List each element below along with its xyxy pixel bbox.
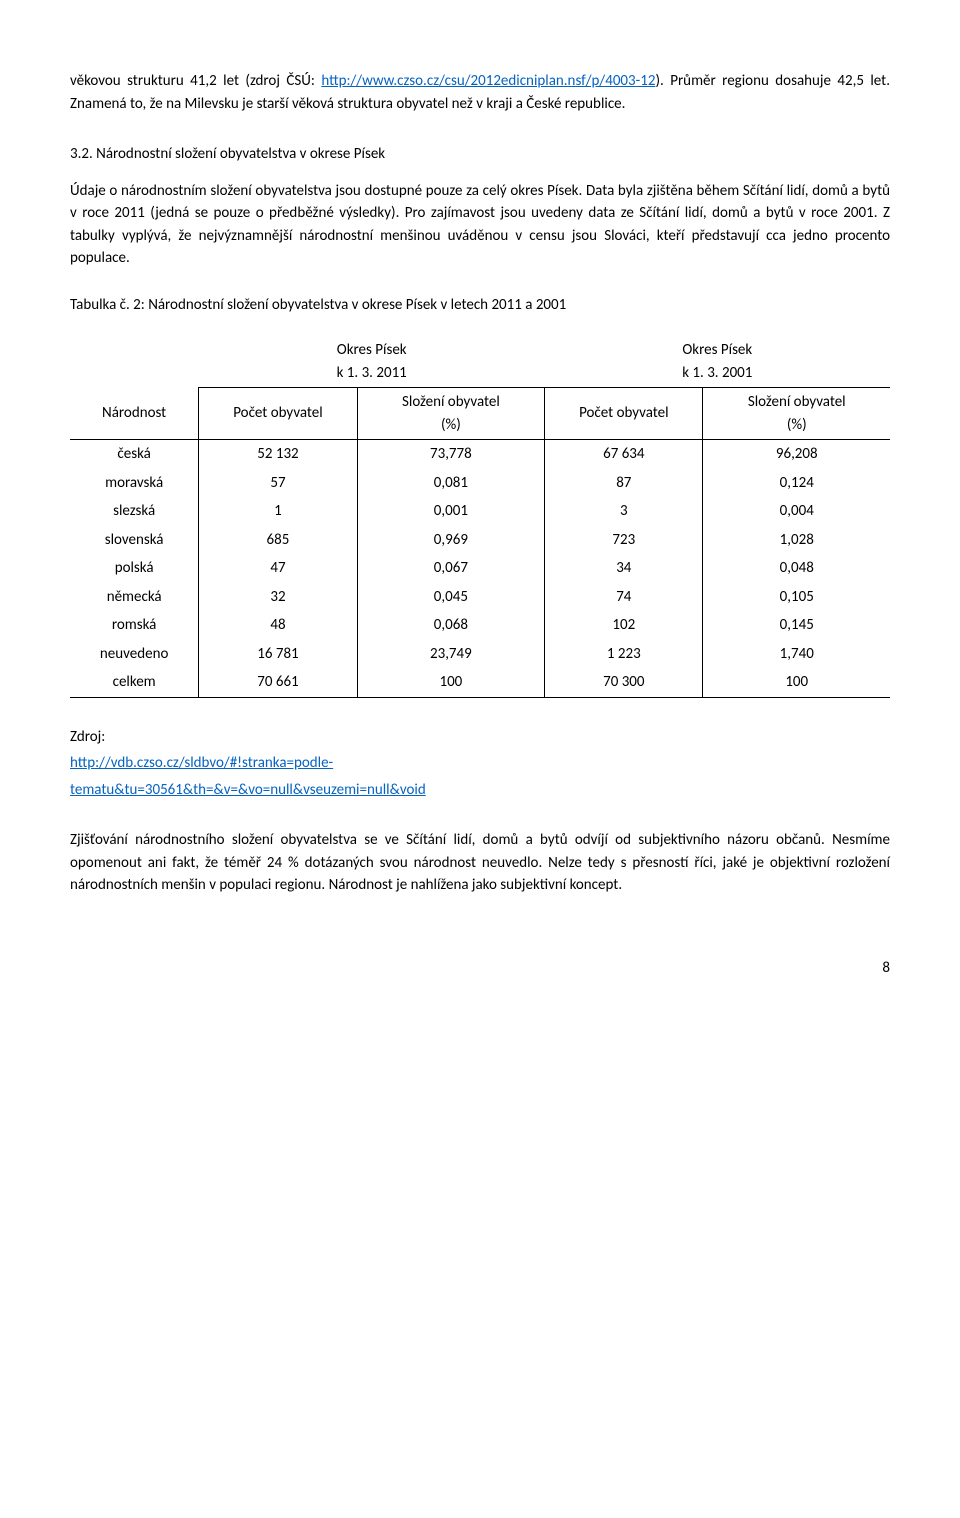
table-cell: 0,124	[703, 469, 890, 498]
source-link-line1: http://vdb.czso.cz/sldbvo/#!stranka=podl…	[70, 752, 890, 775]
nationality-table: Okres Písek k 1. 3. 2011 Okres Písek k 1…	[70, 336, 890, 698]
table-cell: 0,969	[357, 526, 544, 555]
intro-paragraph: věkovou strukturu 41,2 let (zdroj ČSÚ: h…	[70, 70, 890, 115]
table-group-header: Okres Písek k 1. 3. 2011	[199, 336, 545, 388]
table-cell: 16 781	[199, 640, 357, 669]
table-cell: 0,004	[703, 497, 890, 526]
table-cell: 1	[199, 497, 357, 526]
page-number: 8	[70, 957, 890, 980]
table-cell: celkem	[70, 668, 199, 697]
pct-header-line2: (%)	[787, 416, 807, 434]
table-cell: 70 300	[545, 668, 703, 697]
table-cell: romská	[70, 611, 199, 640]
table-cell: 100	[703, 668, 890, 697]
table-cell: 0,048	[703, 554, 890, 583]
table-cell: slezská	[70, 497, 199, 526]
group-header-line1: Okres Písek	[337, 341, 407, 359]
intro-source-link[interactable]: http://www.czso.cz/csu/2012edicniplan.ns…	[321, 72, 655, 90]
section-paragraph: Údaje o národnostním složení obyvatelstv…	[70, 180, 890, 270]
table-cell: 0,068	[357, 611, 544, 640]
source-link-b[interactable]: tematu&tu=30561&th=&v=&vo=null&vseuzemi=…	[70, 781, 426, 799]
table-cell: 74	[545, 583, 703, 612]
source-link-line2: tematu&tu=30561&th=&v=&vo=null&vseuzemi=…	[70, 779, 890, 802]
table-row: neuvedeno16 78123,7491 2231,740	[70, 640, 890, 669]
table-group-header: Okres Písek k 1. 3. 2001	[545, 336, 890, 388]
table-cell: 70 661	[199, 668, 357, 697]
table-cell: 1,740	[703, 640, 890, 669]
table-cell: 73,778	[357, 440, 544, 469]
table-cell: 3	[545, 497, 703, 526]
table-cell: 57	[199, 469, 357, 498]
table-cell: 23,749	[357, 640, 544, 669]
table-cell: slovenská	[70, 526, 199, 555]
table-cell: 47	[199, 554, 357, 583]
table-row: německá320,045740,105	[70, 583, 890, 612]
table-cell: 96,208	[703, 440, 890, 469]
table-col-header-count: Počet obyvatel	[545, 388, 703, 440]
table-cell: 34	[545, 554, 703, 583]
table-cell: 52 132	[199, 440, 357, 469]
table-row: moravská570,081870,124	[70, 469, 890, 498]
table-cell: 67 634	[545, 440, 703, 469]
table-col-header-nationality: Národnost	[70, 388, 199, 440]
table-cell: 685	[199, 526, 357, 555]
table-cell: 32	[199, 583, 357, 612]
closing-paragraph: Zjišťování národnostního složení obyvate…	[70, 829, 890, 897]
table-cell: 48	[199, 611, 357, 640]
pct-header-line1: Složení obyvatel	[748, 393, 846, 411]
table-cell: německá	[70, 583, 199, 612]
group-header-line1: Okres Písek	[682, 341, 752, 359]
pct-header-line2: (%)	[441, 416, 461, 434]
table-cell: 100	[357, 668, 544, 697]
table-cell: 0,045	[357, 583, 544, 612]
table-row: romská480,0681020,145	[70, 611, 890, 640]
table-col-header-count: Počet obyvatel	[199, 388, 357, 440]
table-cell: moravská	[70, 469, 199, 498]
table-cell: 1,028	[703, 526, 890, 555]
table-col-header-pct: Složení obyvatel (%)	[703, 388, 890, 440]
pct-header-line1: Složení obyvatel	[402, 393, 500, 411]
table-row: polská470,067340,048	[70, 554, 890, 583]
group-header-line2: k 1. 3. 2001	[682, 364, 752, 382]
table-row: celkem70 66110070 300100	[70, 668, 890, 697]
table-cell: polská	[70, 554, 199, 583]
table-row: slezská10,00130,004	[70, 497, 890, 526]
table-caption: Tabulka č. 2: Národnostní složení obyvat…	[70, 294, 890, 317]
table-cell: 0,067	[357, 554, 544, 583]
group-header-line2: k 1. 3. 2011	[337, 364, 407, 382]
intro-text-before-link: věkovou strukturu 41,2 let (zdroj ČSÚ:	[70, 72, 321, 90]
table-cell: 0,145	[703, 611, 890, 640]
source-link-a[interactable]: http://vdb.czso.cz/sldbvo/#!stranka=podl…	[70, 754, 333, 772]
table-cell: česká	[70, 440, 199, 469]
section-heading: 3.2. Národnostní složení obyvatelstva v …	[70, 143, 890, 166]
table-corner-cell	[70, 336, 199, 388]
table-row: česká52 13273,77867 63496,208	[70, 440, 890, 469]
table-cell: 0,105	[703, 583, 890, 612]
source-label: Zdroj:	[70, 726, 890, 749]
table-cell: 1 223	[545, 640, 703, 669]
table-cell: neuvedeno	[70, 640, 199, 669]
table-col-header-pct: Složení obyvatel (%)	[357, 388, 544, 440]
table-cell: 723	[545, 526, 703, 555]
table-cell: 102	[545, 611, 703, 640]
table-cell: 87	[545, 469, 703, 498]
table-cell: 0,081	[357, 469, 544, 498]
table-cell: 0,001	[357, 497, 544, 526]
table-row: slovenská6850,9697231,028	[70, 526, 890, 555]
